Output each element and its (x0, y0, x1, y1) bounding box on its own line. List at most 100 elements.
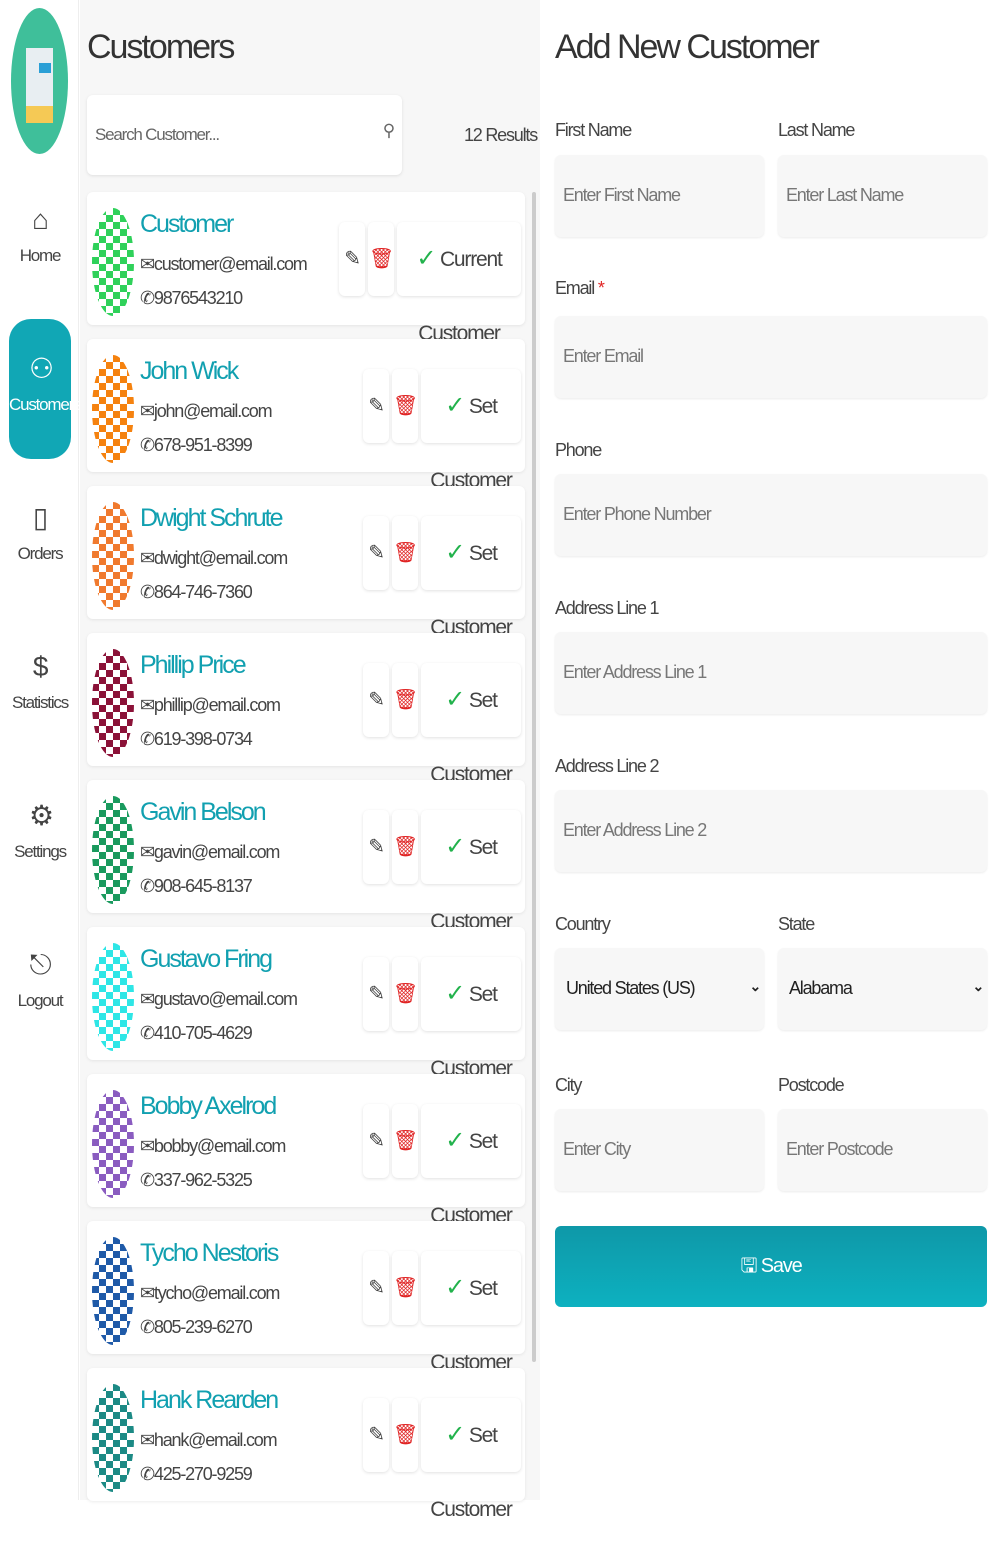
city-input[interactable]: Enter City (555, 1109, 764, 1191)
scrollbar[interactable] (532, 192, 536, 1362)
sidebar-item-statistics[interactable]: $ Statistics (9, 617, 71, 757)
pencil-icon: ✎ (368, 1424, 385, 1446)
edit-button[interactable]: ✎ (363, 516, 389, 590)
set-customer-button[interactable]: ✓ Set Customer (421, 516, 521, 639)
nav-label: Customers (9, 395, 82, 414)
trash-icon: 🗑 (392, 836, 418, 858)
customer-avatar (92, 1090, 134, 1198)
set-customer-button[interactable]: ✓ Set Customer (421, 957, 521, 1080)
customer-name[interactable]: Hank Rearden (140, 1386, 279, 1414)
check-icon: ✓ (445, 1127, 465, 1154)
phone-text: 9876543210 (153, 288, 243, 308)
cash-register-logo (11, 8, 68, 154)
customer-phone: ✆678-951-8399 (140, 435, 253, 456)
delete-button[interactable]: 🗑 (392, 1104, 418, 1178)
phone-input[interactable]: Enter Phone Number (555, 474, 987, 556)
search-icon[interactable]: ⚲ (382, 121, 395, 140)
edit-button[interactable]: ✎ (363, 810, 389, 884)
customer-email: ✉tycho@email.com (140, 1283, 280, 1304)
customer-phone: ✆425-270-9259 (140, 1464, 253, 1485)
set-customer-button[interactable]: ✓ Set Customer (421, 810, 521, 933)
delete-button[interactable]: 🗑 (392, 810, 418, 884)
state-select[interactable]: Alabama ⌄ (778, 948, 987, 1030)
sidebar-item-logout[interactable]: ⎋ Logout (9, 915, 71, 1055)
nav-label: Statistics (11, 693, 69, 712)
country-select[interactable]: United States (US) ⌄ (555, 948, 764, 1030)
mail-icon: ✉ (140, 989, 155, 1009)
edit-button[interactable]: ✎ (363, 957, 389, 1031)
edit-button[interactable]: ✎ (363, 1398, 389, 1472)
sidebar-item-home[interactable]: ⌂ Home (9, 170, 71, 310)
edit-button[interactable]: ✎ (339, 222, 365, 296)
delete-button[interactable]: 🗑 (368, 222, 394, 296)
set-customer-button[interactable]: ✓ Set Customer (421, 1104, 521, 1227)
phone-icon: ✆ (140, 435, 155, 455)
customer-name[interactable]: Tycho Nestoris (140, 1239, 279, 1267)
edit-button[interactable]: ✎ (363, 663, 389, 737)
pencil-icon: ✎ (368, 983, 385, 1005)
save-icon: 🖫 (740, 1255, 758, 1277)
edit-button[interactable]: ✎ (363, 1251, 389, 1325)
sidebar-item-customers[interactable]: ⚇ Customers (9, 319, 82, 459)
postcode-label: Postcode (778, 1075, 845, 1095)
customer-name[interactable]: Gavin Belson (140, 798, 267, 826)
set-customer-button[interactable]: ✓ Set Customer (421, 369, 521, 492)
set-customer-button[interactable]: ✓ Set Customer (421, 1398, 521, 1521)
action-label: Set Customer (430, 1277, 513, 1374)
phone-text: 678-951-8399 (153, 435, 253, 455)
search-input[interactable]: Search Customer... ⚲ (87, 95, 402, 175)
set-customer-button[interactable]: ✓ Set Customer (421, 663, 521, 786)
customer-name[interactable]: Customer (140, 210, 234, 238)
delete-button[interactable]: 🗑 (392, 1251, 418, 1325)
action-label: Set Customer (430, 836, 513, 933)
phone-icon: ✆ (140, 1023, 155, 1043)
set-customer-button[interactable]: ✓ Set Customer (421, 1251, 521, 1374)
last-name-label: Last Name (778, 120, 855, 140)
add-customer-form: Add New Customer First Name Enter First … (541, 0, 1000, 1500)
delete-button[interactable]: 🗑 (392, 1398, 418, 1472)
trash-icon: 🗑 (392, 542, 418, 564)
email-label-text: Email (555, 278, 595, 298)
customer-card: Bobby Axelrod ✉bobby@email.com ✆337-962-… (87, 1074, 525, 1227)
delete-button[interactable]: 🗑 (392, 957, 418, 1031)
action-label: Set Customer (430, 542, 513, 639)
mail-icon: ✉ (140, 695, 155, 715)
trash-icon: 🗑 (392, 983, 418, 1005)
home-icon: ⌂ (32, 204, 49, 235)
sidebar-item-orders[interactable]: ▯ Orders (9, 468, 71, 608)
country-value: United States (US) (566, 978, 696, 998)
edit-button[interactable]: ✎ (363, 1104, 389, 1178)
trash-icon: 🗑 (392, 1130, 418, 1152)
postcode-input[interactable]: Enter Postcode (778, 1109, 987, 1191)
customer-email: ✉gustavo@email.com (140, 989, 298, 1010)
address2-label: Address Line 2 (555, 756, 659, 776)
customer-name[interactable]: Bobby Axelrod (140, 1092, 277, 1120)
nav-label: Home (19, 246, 62, 265)
phone-label: Phone (555, 440, 602, 460)
customer-name[interactable]: John Wick (140, 357, 239, 385)
delete-button[interactable]: 🗑 (392, 369, 418, 443)
email-input[interactable]: Enter Email (555, 316, 987, 398)
check-icon: ✓ (445, 833, 465, 860)
check-icon: ✓ (445, 980, 465, 1007)
first-name-input[interactable]: Enter First Name (555, 155, 764, 237)
customer-name[interactable]: Gustavo Fring (140, 945, 273, 973)
form-title: Add New Customer (555, 28, 820, 66)
delete-button[interactable]: 🗑 (392, 663, 418, 737)
address1-input[interactable]: Enter Address Line 1 (555, 632, 987, 714)
last-name-input[interactable]: Enter Last Name (778, 155, 987, 237)
sidebar-item-settings[interactable]: ⚙ Settings (9, 766, 71, 906)
customer-card: Customer ✉customer@email.com ✆9876543210… (87, 192, 525, 345)
customer-name[interactable]: Phillip Price (140, 651, 247, 679)
mail-icon: ✉ (140, 401, 155, 421)
email-text: dwight@email.com (153, 548, 288, 568)
nav-label: Logout (17, 991, 64, 1010)
delete-button[interactable]: 🗑 (392, 516, 418, 590)
edit-button[interactable]: ✎ (363, 369, 389, 443)
customer-avatar (92, 355, 134, 463)
address2-input[interactable]: Enter Address Line 2 (555, 790, 987, 872)
current-customer-button[interactable]: ✓ Current Customer (397, 222, 521, 345)
save-button[interactable]: 🖫 Save (555, 1226, 987, 1307)
customer-name[interactable]: Dwight Schrute (140, 504, 284, 532)
required-mark: * (597, 278, 605, 298)
